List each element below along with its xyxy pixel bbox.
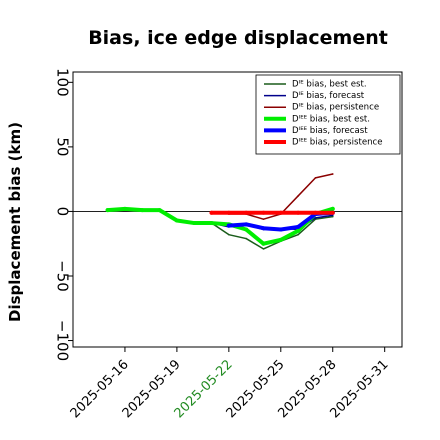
series-1-point <box>331 215 334 218</box>
series-line-4 <box>105 206 335 246</box>
y-tick-label: −100 <box>54 320 72 361</box>
legend-label-1: Dᴵᴱ bias, best est. <box>292 80 367 90</box>
legend-label-3: Dᴵᴱ bias, persistence <box>292 103 379 113</box>
series-1-point <box>245 237 247 240</box>
legend-label-6: Dᴵᴱᴱ bias, persistence <box>292 138 383 148</box>
y-axis-label: Displacement bias (km) <box>6 122 24 322</box>
series-4-point <box>244 227 249 232</box>
plot-frame <box>72 71 403 348</box>
series-5-point <box>244 222 249 227</box>
legend-label-4: Dᴵᴱᴱ bias, best est. <box>292 114 370 124</box>
series-4-point <box>122 206 127 211</box>
series-3-point <box>262 218 265 220</box>
series-3-point <box>314 177 317 179</box>
series-1-point <box>297 233 299 236</box>
series-2-point <box>331 214 334 217</box>
series-6-point <box>313 210 318 215</box>
series-2-point <box>314 217 317 219</box>
series-4-point <box>192 221 197 226</box>
series-4-point <box>296 228 301 233</box>
series-5-point <box>261 226 266 231</box>
y-tick-label: 0 <box>54 207 72 217</box>
series-5-point <box>296 224 301 229</box>
series-3-point <box>331 173 334 175</box>
series-6-point <box>278 210 283 215</box>
series-4-point <box>209 221 214 226</box>
series-4-point <box>140 208 145 213</box>
series-3-point <box>297 195 299 197</box>
series-1-point <box>228 233 230 236</box>
series-4-point <box>330 206 335 211</box>
series-6-point <box>209 210 214 215</box>
series-6-point <box>296 210 301 215</box>
y-tick-label: −50 <box>54 260 72 292</box>
series-4-point <box>278 237 283 242</box>
series-5-point <box>226 223 231 228</box>
series-4-point <box>261 241 266 246</box>
legend-label-2: Dᴵᴱ bias, forecast <box>292 91 365 101</box>
y-tick-label: 100 <box>54 68 72 97</box>
series-6-point <box>330 210 335 215</box>
series-4-point <box>105 208 110 213</box>
series-6-point <box>244 210 249 215</box>
series-5-point <box>278 227 283 232</box>
series-1-point <box>262 248 265 250</box>
chart-title: Bias, ice edge displacement <box>88 27 388 49</box>
series-6-point <box>261 210 266 215</box>
series-4-point <box>157 208 162 213</box>
y-tick-label: 50 <box>54 137 72 156</box>
series-6-point <box>226 210 231 215</box>
legend-label-5: Dᴵᴱᴱ bias, forecast <box>292 126 368 136</box>
series-4-point <box>174 218 179 223</box>
